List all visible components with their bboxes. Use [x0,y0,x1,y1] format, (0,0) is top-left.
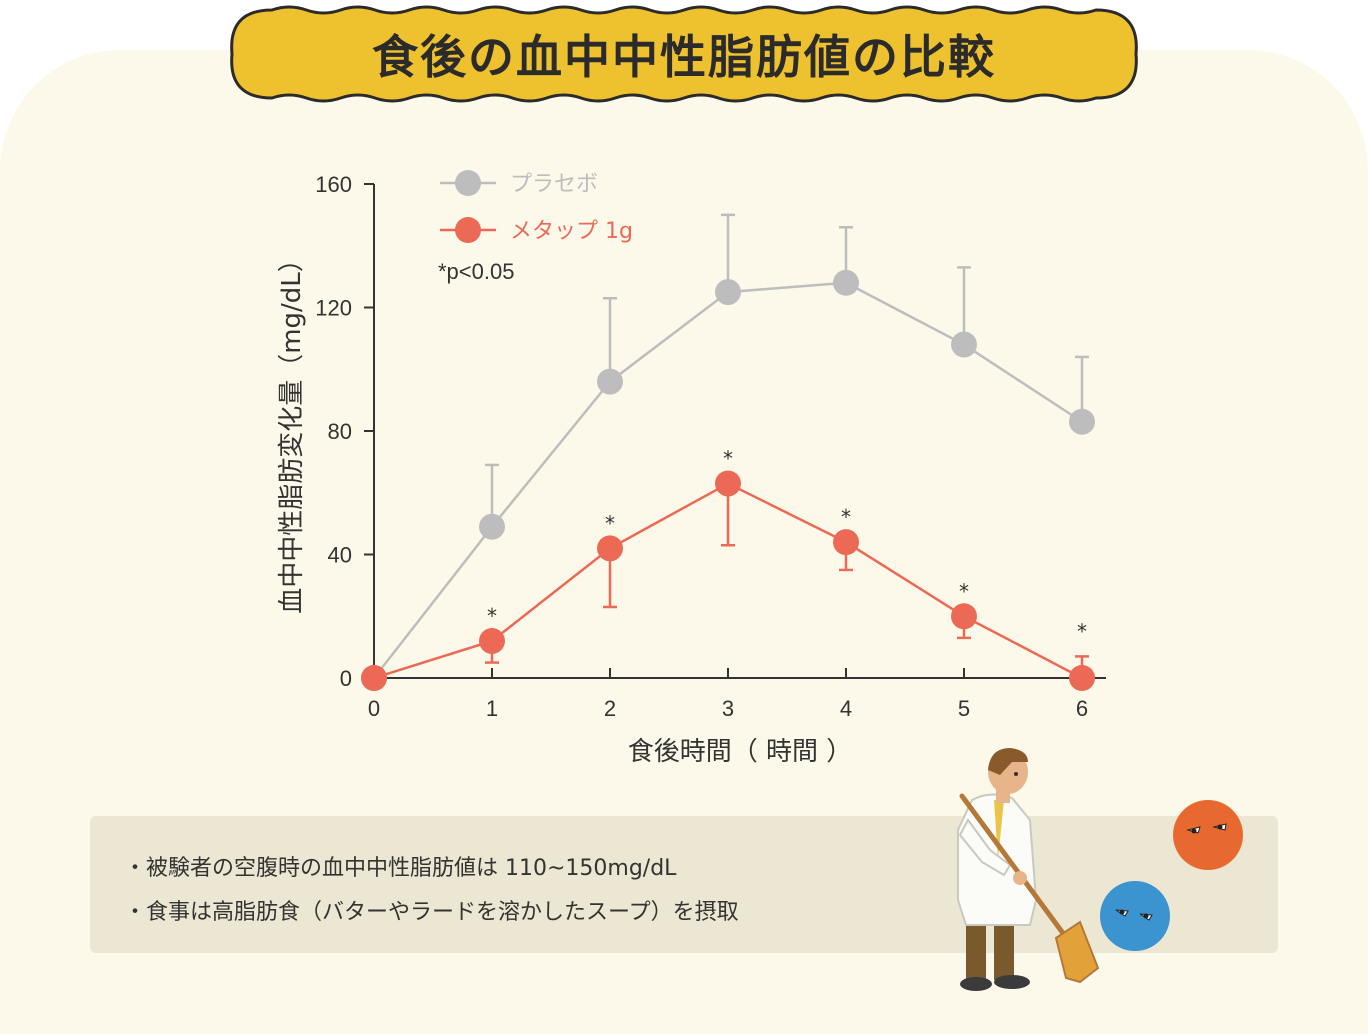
x-tick-label: 5 [958,696,970,721]
placebo-legend-marker [455,170,481,196]
metap-data-point [951,603,977,630]
placebo-data-point [951,331,977,358]
significance-marker: * [487,604,497,628]
y-tick-label: 160 [315,172,352,197]
metap-data-point [1069,665,1095,691]
placebo-data-point [597,368,623,395]
y-tick-label: 0 [340,666,352,691]
placebo-data-point [715,279,741,306]
significance-note: *p<0.05 [438,259,514,284]
metap-data-point [597,535,623,562]
metap-data-point [715,470,741,497]
x-tick-label: 6 [1076,696,1088,721]
page-title: 食後の血中中性脂肪値の比較 [372,30,996,84]
metap-legend-marker [455,217,481,243]
significance-marker: * [605,511,615,535]
placebo-legend-label: プラセボ [510,172,598,197]
metap-data-point [833,529,859,556]
note-fasting-level: ・被験者の空腹時の血中中性脂肪値は 110~150mg/dL [124,856,677,881]
significance-marker: * [723,446,733,470]
significance-marker: * [841,505,851,529]
y-axis-label: 血中中性脂肪変化量（mg/dL） [277,246,307,614]
x-tick-label: 3 [722,696,734,721]
significance-marker: * [959,579,969,603]
significance-marker: * [1077,619,1087,643]
metap-data-point [479,627,505,654]
metap-legend-label: メタップ 1g [510,219,633,244]
x-tick-label: 1 [486,696,498,721]
title-banner-shape [230,5,1138,103]
x-axis-label: 食後時間（ 時間 ） [628,737,853,767]
note-meal-condition: ・食事は高脂肪食（バターやラードを溶かしたスープ）を摂取 [124,900,739,925]
x-tick-label: 2 [604,696,616,721]
title-banner: 食後の血中中性脂肪値の比較 [228,0,1140,108]
placebo-data-point [479,513,505,540]
placebo-data-point [1069,408,1095,435]
placebo-data-point [833,269,859,296]
x-tick-label: 4 [840,696,852,721]
x-tick-label: 0 [368,696,380,721]
line-chart: 0 40 80 120 160 0 1 2 3 4 5 6 食後時間（ 時間 ） 血中中性脂肪変化量（mg… [277,170,1106,767]
y-tick-label: 80 [328,419,352,444]
y-tick-label: 120 [315,296,352,321]
metap-data-point [361,665,387,691]
notes-box: ・被験者の空腹時の血中中性脂肪値は 110~150mg/dL ・食事は高脂肪食（… [90,816,1278,953]
y-tick-label: 40 [328,543,352,568]
